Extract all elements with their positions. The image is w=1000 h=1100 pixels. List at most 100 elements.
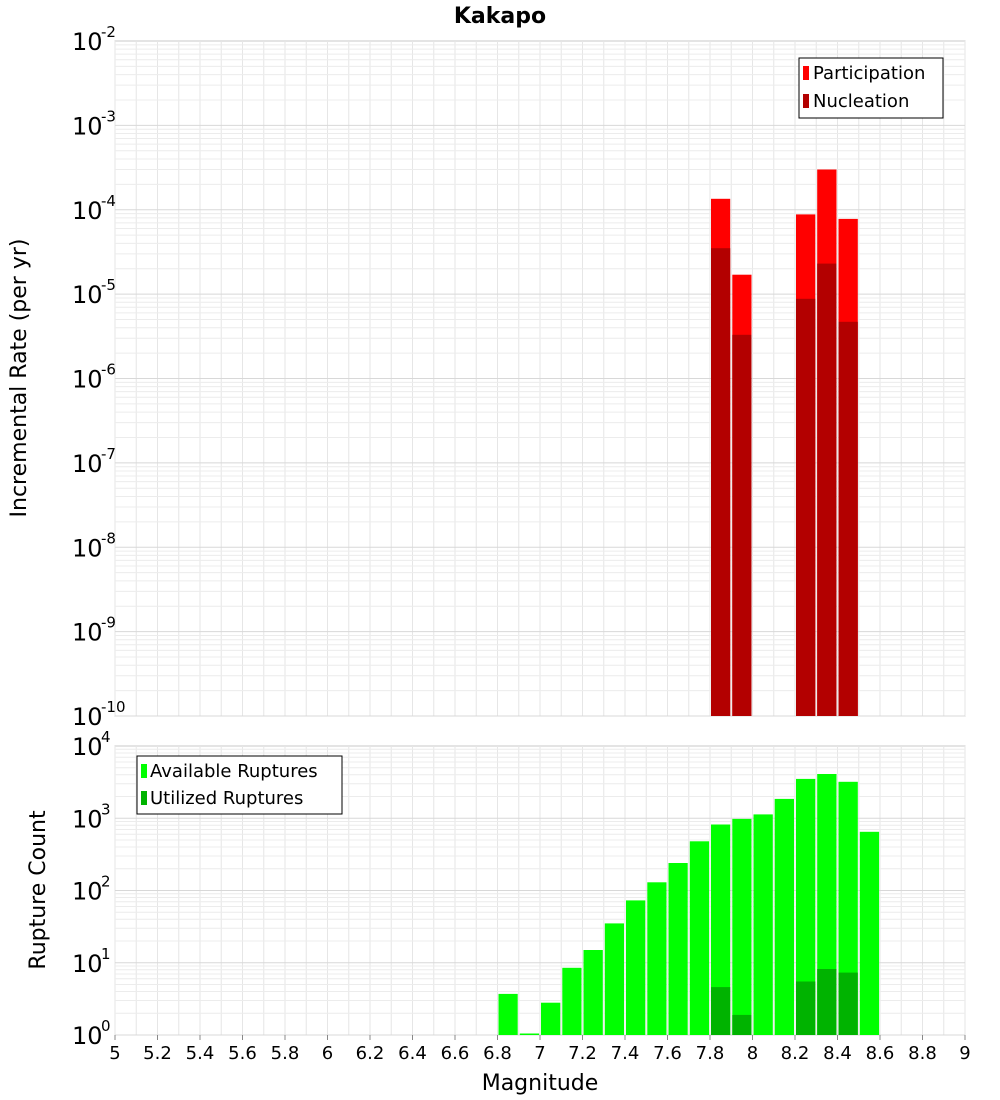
bar-available-ruptures [626,900,646,1035]
bottom-y-tick-label: 10 [72,733,103,761]
bar-available-ruptures [668,863,688,1035]
legend-swatch-nucleation [803,94,809,108]
top-y-tick-label: 10 [72,112,103,140]
bottom-y-tick-label: 10 [72,1022,103,1050]
top-y-tick-exponent: -8 [101,529,116,547]
legend-swatch-participation [803,66,809,80]
bar-available-ruptures [583,950,603,1035]
bar-available-ruptures [498,993,518,1035]
bar-available-ruptures [711,824,731,1035]
bottom-y-tick-exponent: 1 [101,945,111,963]
top-y-tick-exponent: -6 [101,361,116,379]
bar-utilized-ruptures [838,972,858,1035]
top-y-tick-label: 10 [72,534,103,562]
top-y-tick-label: 10 [72,619,103,647]
x-tick-label: 5.6 [228,1043,257,1064]
x-tick-label: 6.2 [356,1043,385,1064]
bar-nucleation [732,334,752,716]
legend-swatch-utilized [141,791,147,805]
top-y-tick-label: 10 [72,366,103,394]
bottom-legend-box [136,755,343,815]
x-tick-label: 7.4 [611,1043,640,1064]
bar-available-ruptures [774,798,794,1035]
bottom-y-tick-label: 10 [72,805,103,833]
top-bars [711,169,858,717]
bar-nucleation [838,321,858,716]
bar-available-ruptures [838,781,858,1035]
top-y-tick-label: 10 [72,197,103,225]
bar-utilized-ruptures [796,981,816,1035]
x-tick-label: 8.4 [823,1043,852,1064]
top-y-tick-label: 10 [72,28,103,56]
bar-utilized-ruptures [732,1014,752,1035]
top-y-tick-exponent: -5 [101,276,116,294]
top-legend: Participation Nucleation [798,57,944,119]
bottom-y-tick-label: 10 [72,950,103,978]
x-tick-label: 7.6 [653,1043,682,1064]
legend-swatch-available [141,764,147,778]
bar-available-ruptures [604,923,624,1035]
top-y-tick-exponent: -2 [101,23,116,41]
x-tick-label: 8 [747,1043,758,1064]
x-tick-label: 8.6 [866,1043,895,1064]
x-tick-label: 6.8 [483,1043,512,1064]
bottom-y-tick-label: 10 [72,878,103,906]
bar-available-ruptures [859,831,880,1035]
bottom-y-tick-exponent: 3 [101,800,111,818]
x-tick-label: 6.4 [398,1043,427,1064]
bar-available-ruptures [647,882,667,1035]
top-y-tick-label: 10 [72,450,103,478]
bar-available-ruptures [541,1002,561,1035]
top-y-tick-exponent: -4 [101,192,116,210]
bar-available-ruptures [562,967,582,1035]
bar-available-ruptures [753,814,773,1035]
top-y-tick-exponent: -10 [101,698,126,716]
bar-utilized-ruptures [711,987,731,1035]
bottom-y-tick-exponent: 2 [101,873,111,891]
bar-nucleation [817,263,837,716]
top-y-tick-exponent: -3 [101,107,116,125]
bar-nucleation [711,248,731,716]
bar-utilized-ruptures [817,969,837,1035]
bottom-bars [498,774,880,1035]
x-tick-label: 7.8 [696,1043,725,1064]
bar-available-ruptures [796,778,816,1035]
top-y-axis-label: Incremental Rate (per yr) [7,239,32,518]
bar-nucleation [796,298,816,716]
bottom-legend: Available Ruptures Utilized Ruptures [136,755,343,815]
legend-label-nucleation: Nucleation [813,91,909,112]
bottom-y-axis-label: Rupture Count [26,810,51,970]
x-tick-label: 5.2 [143,1043,172,1064]
legend-label-available: Available Ruptures [150,761,318,782]
x-tick-label: 7.2 [568,1043,597,1064]
bar-available-ruptures [732,818,752,1035]
legend-label-utilized: Utilized Ruptures [150,788,303,809]
bar-available-ruptures [519,1033,540,1035]
chart-title: Kakapo [454,4,546,29]
top-y-tick-exponent: -9 [101,614,116,632]
top-legend-box [798,57,944,119]
x-tick-label: 8.2 [781,1043,810,1064]
bottom-y-tick-exponent: 0 [101,1017,111,1035]
x-tick-label: 5 [109,1043,120,1064]
x-ticks: 5 5.2 5.4 5.6 5.8 6 6.2 6.4 6.6 6.8 7 7.2 7.4 7.6 7.8 8… [109,1035,971,1064]
x-tick-label: 9 [959,1043,970,1064]
top-y-tick-label: 10 [72,703,103,731]
x-tick-label: 7 [534,1043,545,1064]
x-tick-label: 5.4 [186,1043,215,1064]
legend-label-participation: Participation [813,63,925,84]
top-grid [114,41,966,717]
x-axis-label: Magnitude [482,1071,599,1096]
top-y-tick-exponent: -7 [101,445,116,463]
bar-available-ruptures [689,841,710,1035]
bottom-y-tick-exponent: 4 [101,728,111,746]
x-tick-label: 5.8 [271,1043,300,1064]
x-tick-label: 6.6 [441,1043,470,1064]
top-y-tick-label: 10 [72,281,103,309]
x-tick-label: 6 [322,1043,333,1064]
